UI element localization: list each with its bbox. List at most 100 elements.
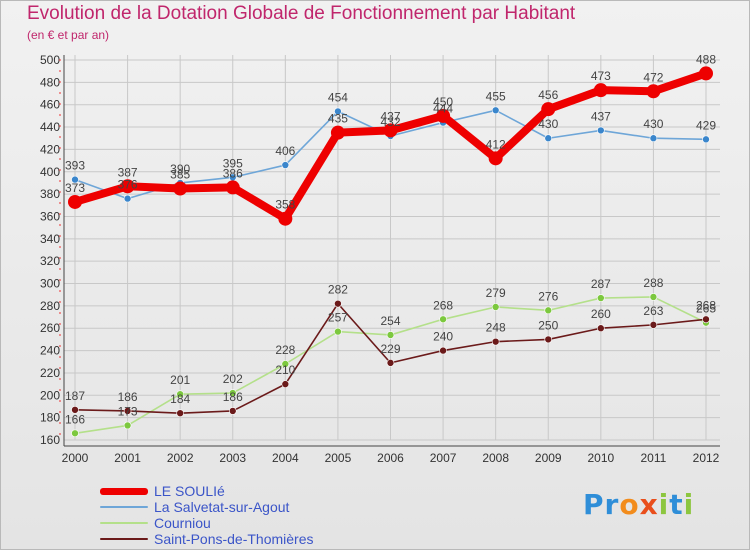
data-label: 248 (486, 321, 506, 335)
data-point (436, 108, 451, 123)
legend-item-saint-pons: Saint-Pons-de-Thomières (100, 531, 400, 547)
legend-swatch-le-soulie (100, 488, 148, 495)
y-tick-label: 340 (40, 232, 60, 246)
data-label: 202 (223, 372, 243, 386)
data-point (281, 360, 290, 368)
data-label: 430 (643, 117, 663, 131)
data-point (330, 125, 345, 140)
data-point (68, 194, 82, 209)
data-label: 406 (275, 144, 295, 158)
data-point (439, 315, 447, 324)
data-point (123, 421, 132, 430)
data-point (544, 306, 553, 315)
logo-letter: x (639, 488, 659, 521)
legend-label-le-soulie: LE SOULIé (154, 483, 225, 499)
logo-letter: t (669, 488, 684, 521)
data-point (386, 359, 395, 367)
data-label: 186 (118, 390, 138, 404)
data-point (491, 106, 500, 115)
data-point (541, 102, 556, 117)
data-label: 429 (696, 118, 716, 132)
x-tick-label: 2008 (482, 451, 509, 465)
x-tick-label: 2005 (325, 451, 352, 465)
data-label: 444 (433, 102, 453, 116)
data-label: 437 (380, 109, 400, 123)
data-label: 450 (433, 95, 453, 109)
y-tick-label: 460 (40, 98, 60, 112)
data-point (334, 327, 342, 336)
y-tick-label: 200 (40, 388, 60, 402)
x-tick-label: 2000 (62, 451, 89, 465)
y-tick-label: 160 (40, 433, 60, 447)
y-tick-label: 180 (40, 411, 60, 425)
data-point (334, 107, 342, 116)
data-label: 473 (591, 69, 611, 83)
data-label: 268 (696, 298, 716, 312)
legend-label-la-salvetat: La Salvetat-sur-Agout (154, 499, 290, 515)
data-label: 488 (696, 52, 716, 66)
data-point (123, 194, 132, 203)
legend-swatch-saint-pons (100, 538, 148, 540)
data-label: 395 (223, 156, 243, 170)
data-point (491, 337, 500, 346)
y-tick-label: 400 (40, 165, 60, 179)
data-label: 173 (118, 404, 138, 418)
data-point (173, 181, 188, 196)
data-label: 240 (433, 330, 453, 344)
data-point (702, 135, 710, 144)
y-tick-label: 500 (40, 53, 60, 67)
data-label: 472 (643, 70, 663, 84)
data-point (123, 407, 132, 415)
x-tick-label: 2001 (114, 451, 141, 465)
data-point (281, 380, 290, 388)
data-label: 229 (380, 342, 400, 356)
data-point (646, 84, 661, 99)
data-point (386, 331, 395, 339)
legend-label-saint-pons: Saint-Pons-de-Thomières (154, 531, 314, 547)
data-label: 201 (170, 373, 190, 387)
data-label: 393 (65, 159, 85, 173)
data-point (71, 175, 79, 184)
logo-letter: P (583, 488, 605, 521)
data-label: 166 (65, 412, 85, 426)
data-label: 376 (118, 178, 138, 192)
data-point (699, 66, 713, 81)
data-point (491, 303, 500, 311)
logo-letter: i (658, 488, 670, 521)
x-tick-label: 2009 (535, 451, 562, 465)
y-tick-label: 360 (40, 209, 60, 223)
data-label: 187 (65, 389, 85, 403)
data-label: 373 (65, 181, 85, 195)
data-point (120, 179, 135, 194)
y-tick-label: 380 (40, 187, 60, 201)
data-point (176, 390, 184, 398)
data-point (544, 335, 553, 344)
y-tick-label: 240 (40, 344, 60, 358)
logo-letter: r (604, 488, 620, 521)
data-point (597, 294, 605, 302)
data-point (597, 324, 605, 333)
y-tick-label: 320 (40, 254, 60, 268)
logo-letter: o (619, 488, 640, 521)
data-point (544, 134, 553, 143)
data-label: 268 (433, 298, 453, 312)
data-point (597, 126, 605, 135)
data-label: 288 (643, 276, 663, 290)
data-label: 437 (591, 109, 611, 123)
legend-item-le-soulie: LE SOULIé (100, 483, 400, 499)
data-label: 276 (538, 289, 558, 303)
data-label: 282 (328, 283, 348, 297)
data-label: 210 (275, 363, 295, 377)
data-label: 184 (170, 392, 190, 406)
legend-item-courniou: Courniou (100, 515, 400, 531)
data-point (278, 211, 293, 226)
legend-swatch-courniou (100, 522, 148, 524)
data-label: 432 (380, 115, 400, 129)
y-tick-label: 220 (40, 366, 60, 380)
data-point (649, 134, 658, 143)
y-tick-label: 420 (40, 142, 60, 156)
data-label: 254 (380, 314, 400, 328)
x-tick-label: 2002 (167, 451, 194, 465)
data-point (649, 293, 658, 301)
